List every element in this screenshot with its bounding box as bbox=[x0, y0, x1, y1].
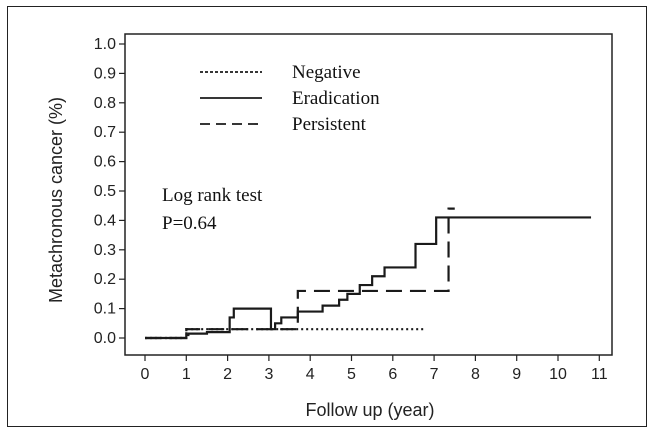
x-tick-label: 6 bbox=[388, 366, 397, 383]
x-tick-label: 5 bbox=[347, 366, 356, 383]
legend-label-persistent: Persistent bbox=[292, 114, 367, 135]
y-tick-label: 0.4 bbox=[94, 212, 116, 229]
x-tick-label: 9 bbox=[512, 366, 521, 383]
axes: 0.0 0.1 0.2 0.3 0.4 0.5 0.6 0.7 0.8 0.9 1.0 0 1 2 3 4 5 6… bbox=[94, 33, 613, 383]
y-tick-label: 0.0 bbox=[94, 330, 116, 347]
x-tick-label: 0 bbox=[141, 366, 150, 383]
y-tick-label: 0.2 bbox=[94, 271, 116, 288]
x-axis-title: Follow up (year) bbox=[305, 400, 434, 420]
y-tick-label: 0.6 bbox=[94, 154, 116, 171]
annotation-p-value: P=0.64 bbox=[162, 213, 217, 234]
x-tick-label: 4 bbox=[306, 366, 315, 383]
y-tick-label: 0.9 bbox=[94, 65, 116, 82]
annotation-log-rank: Log rank test bbox=[162, 185, 263, 206]
y-tick-label: 0.5 bbox=[94, 183, 116, 200]
x-tick-label: 3 bbox=[264, 366, 273, 383]
x-tick-label: 2 bbox=[223, 366, 232, 383]
legend: Negative Eradication Persistent bbox=[200, 62, 380, 135]
y-tick-label: 0.3 bbox=[94, 242, 116, 259]
plot-area-border bbox=[124, 33, 613, 356]
y-tick-label: 0.7 bbox=[94, 124, 116, 141]
legend-label-eradication: Eradication bbox=[292, 88, 380, 109]
y-axis-title: Metachronous cancer (%) bbox=[46, 97, 66, 303]
y-tick-label: 0.1 bbox=[94, 301, 116, 318]
x-tick-label: 8 bbox=[471, 366, 480, 383]
legend-label-negative: Negative bbox=[292, 62, 361, 83]
x-tick-label: 11 bbox=[591, 366, 608, 383]
x-tick-label: 7 bbox=[430, 366, 439, 383]
series-line-persistent bbox=[145, 207, 455, 340]
y-tick-label: 1.0 bbox=[94, 36, 116, 53]
y-tick-label: 0.8 bbox=[94, 95, 116, 112]
series-layer bbox=[145, 207, 592, 340]
x-tick-label: 10 bbox=[549, 366, 567, 383]
series-line-eradication bbox=[145, 216, 592, 340]
x-tick-label: 1 bbox=[182, 366, 191, 383]
